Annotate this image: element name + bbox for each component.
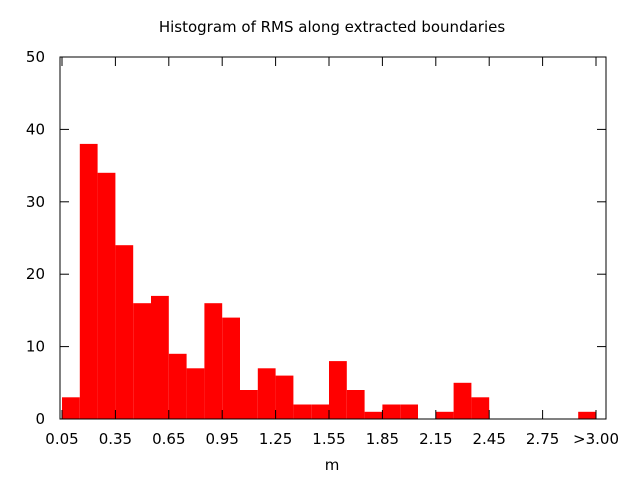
bar-0.55 bbox=[151, 295, 169, 419]
x-axis: 0.05 0.35 0.65 0.95 1.25 1.55 1.85 2.15 2.45 2.75… bbox=[45, 57, 619, 448]
bar-1.15 bbox=[257, 368, 276, 419]
plot-frame bbox=[59, 56, 607, 420]
x-tick-label: 0.05 bbox=[45, 430, 78, 448]
bar-1.35 bbox=[293, 404, 312, 419]
y-tick-label: 20 bbox=[26, 265, 45, 283]
bar-2.35 bbox=[471, 397, 490, 419]
y-tick-label: 30 bbox=[26, 193, 45, 211]
bar-0.85 bbox=[204, 303, 223, 419]
x-tick-label: 0.35 bbox=[99, 430, 132, 448]
bar-1.85 bbox=[382, 404, 401, 419]
y-tick-label: 40 bbox=[26, 120, 45, 138]
bar-0.95 bbox=[222, 317, 240, 419]
y-axis: 0 10 20 30 40 50 bbox=[26, 48, 606, 428]
y-tick-label: 0 bbox=[35, 410, 45, 428]
bar-0.35 bbox=[115, 245, 134, 419]
bar-1.45 bbox=[311, 404, 329, 419]
bar-0.45 bbox=[133, 303, 151, 419]
bar-0.25 bbox=[97, 172, 116, 419]
bar-1.25 bbox=[275, 375, 294, 419]
bar-0.75 bbox=[186, 368, 205, 419]
bar-1.05 bbox=[240, 390, 258, 419]
x-tick-label: 0.65 bbox=[152, 430, 185, 448]
x-tick-label: 1.85 bbox=[366, 430, 399, 448]
bar-1.75 bbox=[364, 411, 383, 419]
x-tick-label: 2.45 bbox=[472, 430, 505, 448]
x-tick-label: 2.15 bbox=[419, 430, 452, 448]
bar-2.25 bbox=[453, 382, 472, 419]
bars-group bbox=[62, 143, 596, 419]
bar-0.15 bbox=[79, 143, 98, 419]
x-tick-label: 0.95 bbox=[205, 430, 238, 448]
bar-2.15 bbox=[435, 411, 454, 419]
bar-0.65 bbox=[168, 353, 187, 419]
bar-1.55 bbox=[329, 361, 347, 419]
y-tick-label: 10 bbox=[26, 338, 45, 356]
x-axis-label: m bbox=[325, 456, 340, 474]
bar->3.00 bbox=[578, 411, 596, 419]
x-tick-label: 1.25 bbox=[259, 430, 292, 448]
chart-title: Histogram of RMS along extracted boundar… bbox=[159, 18, 506, 36]
bar-1.65 bbox=[346, 390, 365, 419]
bar-1.95 bbox=[400, 404, 418, 419]
x-tick-label: >3.00 bbox=[573, 430, 619, 448]
x-tick-label: 2.75 bbox=[526, 430, 559, 448]
y-tick-label: 50 bbox=[26, 48, 45, 66]
x-tick-label: 1.55 bbox=[312, 430, 345, 448]
bar-0.05 bbox=[62, 397, 80, 419]
